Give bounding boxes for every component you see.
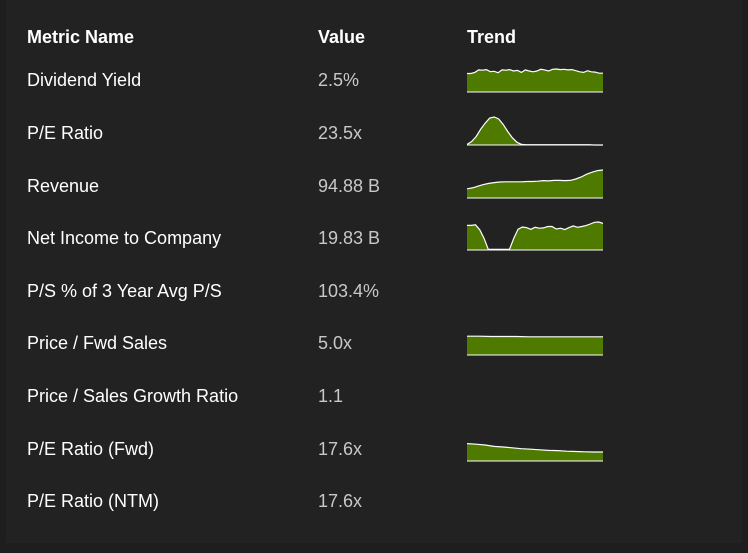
sparkline-line [467, 68, 603, 75]
metric-name: P/S % of 3 Year Avg P/S [27, 281, 222, 301]
metric-name: Net Income to Company [27, 228, 222, 248]
metric-value: 17.6x [318, 491, 363, 511]
metric-value: 17.6x [318, 439, 363, 459]
table-row: P/S % of 3 Year Avg P/S 103.4% [6, 281, 742, 333]
metric-name: P/E Ratio [27, 123, 104, 143]
metric-value: 5.0x [318, 333, 353, 353]
trend-sparkline [467, 116, 603, 146]
sparkline-line [467, 335, 603, 338]
metric-name: Price / Sales Growth Ratio [27, 386, 239, 406]
table-row: Price / Fwd Sales 5.0x [6, 333, 742, 385]
metric-name: P/E Ratio (NTM) [27, 491, 160, 511]
sparkline-line [467, 221, 603, 250]
sparkline-area [467, 69, 603, 92]
metric-value: 103.4% [318, 281, 380, 301]
trend-sparkline [467, 221, 603, 251]
table-row: P/E Ratio (NTM) 17.6x [6, 491, 742, 543]
metric-name: Revenue [27, 176, 100, 196]
trend-sparkline [467, 443, 603, 462]
metric-value: 1.1 [318, 386, 344, 406]
metric-value: 19.83 B [318, 228, 381, 248]
sparkline-line [467, 169, 603, 190]
sparkline-area [467, 170, 603, 198]
table-row: Price / Sales Growth Ratio 1.1 [6, 386, 742, 438]
table-row: P/E Ratio (Fwd) 17.6x [6, 439, 742, 491]
sparkline-area [467, 336, 603, 355]
metrics-panel: Metric Name Value Trend Dividend Yield 2.… [6, 0, 742, 543]
metric-name: Dividend Yield [27, 70, 142, 90]
metric-value: 2.5% [318, 70, 360, 90]
sparkline-area [467, 222, 603, 250]
table-row: Revenue 94.88 B [6, 169, 742, 228]
sparkline-line [467, 443, 603, 453]
sparkline-area [467, 117, 603, 145]
table-row: P/E Ratio 23.5x [6, 116, 742, 175]
header-value: Value [318, 27, 366, 47]
table-row: Net Income to Company 19.83 B [6, 221, 742, 280]
trend-sparkline [467, 68, 603, 93]
metric-name: Price / Fwd Sales [27, 333, 168, 353]
metric-value: 94.88 B [318, 176, 381, 196]
trend-sparkline [467, 335, 603, 356]
sparkline-area [467, 443, 603, 461]
table-row: Dividend Yield 2.5% [6, 68, 742, 122]
header-metric-name: Metric Name [27, 27, 135, 47]
metric-name: P/E Ratio (Fwd) [27, 439, 155, 459]
metric-value: 23.5x [318, 123, 363, 143]
trend-sparkline [467, 169, 603, 199]
header-trend: Trend [467, 27, 517, 47]
